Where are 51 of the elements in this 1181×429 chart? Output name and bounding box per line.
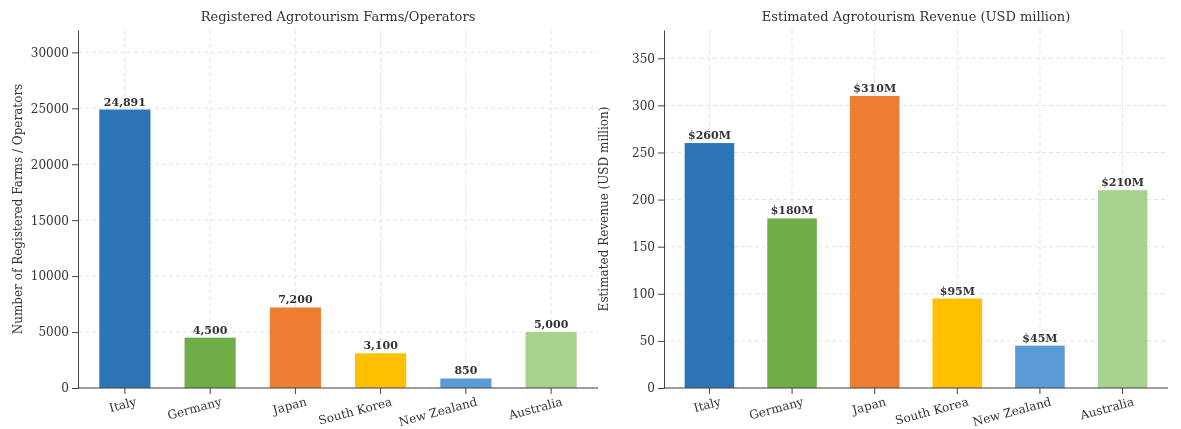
data-label: $310M	[853, 81, 897, 95]
x-tick-label: Italy	[107, 394, 138, 416]
bar	[1097, 190, 1148, 388]
chart-title: Estimated Agrotourism Revenue (USD million)	[761, 9, 1071, 24]
y-tick-label: 250	[632, 145, 655, 160]
x-tick-label: Japan	[848, 394, 888, 418]
bar	[1015, 345, 1065, 388]
data-label: 5,000	[533, 318, 569, 332]
y-tick-label: 10000	[30, 269, 69, 284]
bar	[849, 95, 900, 388]
y-axis-title: Estimated Revenue (USD million)	[597, 106, 611, 312]
x-tick-label: Japan	[269, 394, 309, 418]
data-label: 7,200	[278, 293, 313, 307]
x-tick-label: South Korea	[893, 394, 971, 428]
bar	[355, 353, 407, 388]
bar	[99, 109, 151, 388]
bar	[525, 332, 577, 388]
x-tick-label: Germany	[165, 394, 224, 423]
x-tick-label: Germany	[747, 394, 806, 423]
y-tick-label: 30000	[30, 45, 69, 60]
y-tick-label: 0	[647, 381, 655, 396]
bar	[767, 218, 817, 388]
bar	[440, 378, 492, 388]
y-axis-title: Number of Registered Farms / Operators	[11, 83, 25, 335]
data-label: $45M	[1022, 331, 1058, 345]
bar	[269, 307, 321, 388]
chart-title: Registered Agrotourism Farms/Operators	[200, 9, 476, 24]
data-label: $180M	[770, 204, 814, 218]
y-tick-label: 15000	[30, 213, 69, 228]
y-tick-label: 50	[639, 334, 655, 349]
x-tick-label: Italy	[692, 394, 723, 416]
data-label: $95M	[939, 284, 975, 298]
y-tick-label: 200	[632, 192, 655, 207]
data-label: 850	[454, 364, 478, 378]
data-label: $210M	[1101, 176, 1144, 190]
y-tick-label: 100	[632, 287, 655, 302]
y-tick-label: 300	[632, 98, 655, 113]
data-label: 3,100	[363, 339, 399, 353]
y-tick-label: 5000	[38, 325, 69, 340]
y-tick-label: 150	[632, 240, 655, 255]
y-tick-label: 0	[61, 381, 69, 396]
y-tick-label: 20000	[30, 157, 69, 172]
bar	[684, 143, 735, 388]
y-tick-label: 350	[632, 51, 655, 66]
y-tick-label: 25000	[30, 101, 69, 116]
bar	[932, 298, 983, 388]
data-label: 4,500	[192, 323, 228, 337]
data-label: 24,891	[103, 95, 146, 109]
bar	[184, 337, 236, 388]
data-label: $260M	[688, 129, 731, 143]
x-tick-label: South Korea	[317, 394, 394, 428]
